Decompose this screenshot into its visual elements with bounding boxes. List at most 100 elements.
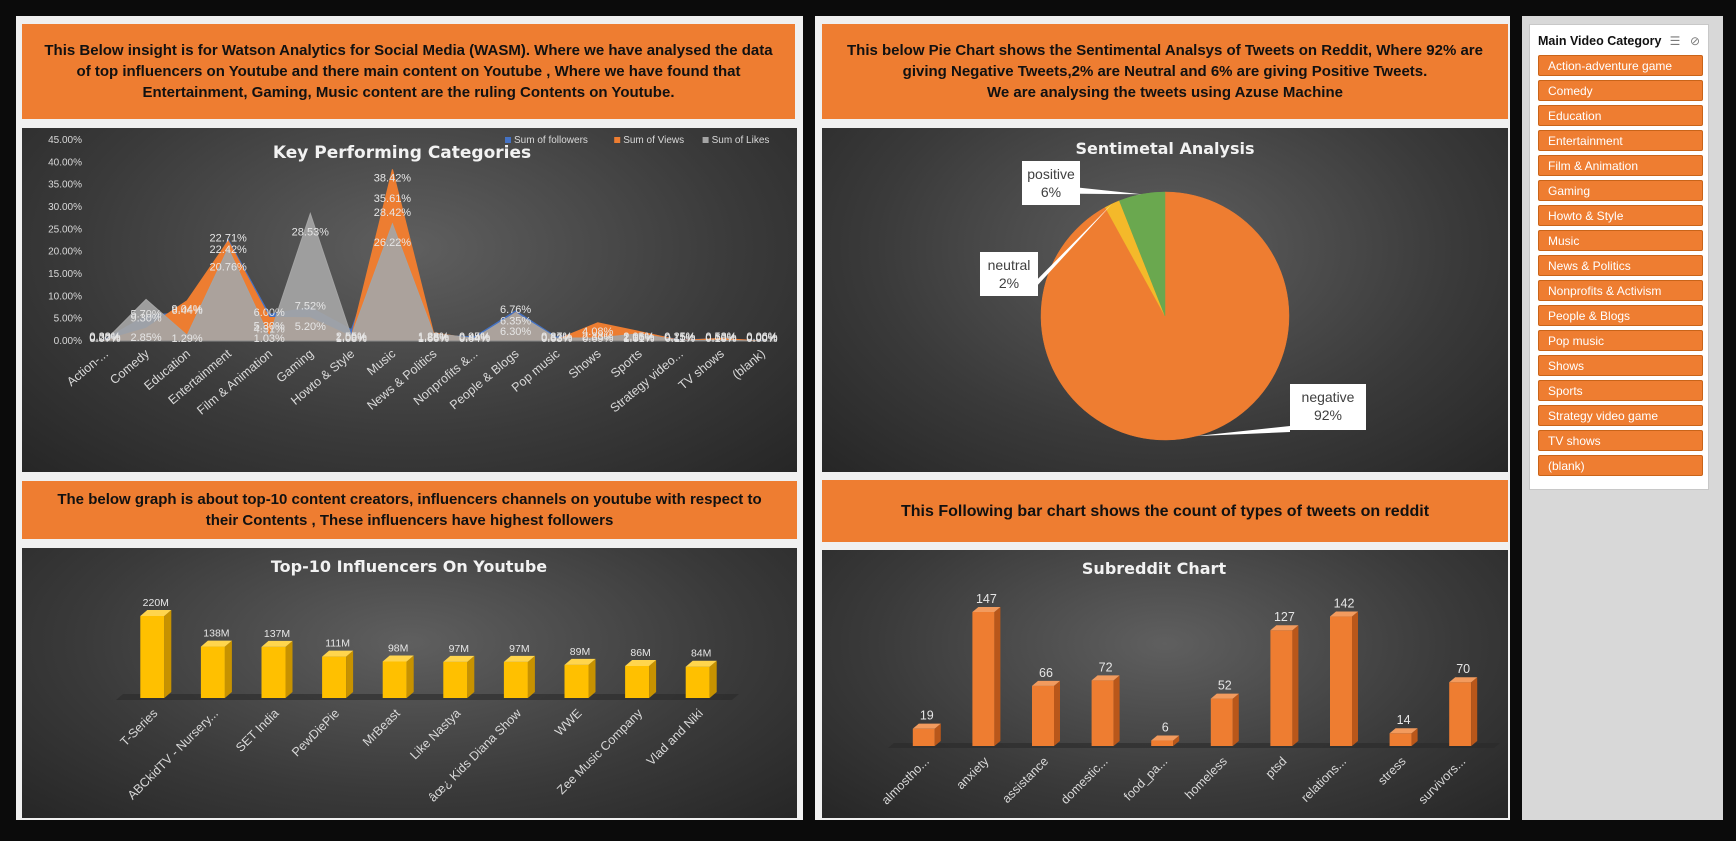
slicer-item[interactable]: News & Politics	[1538, 255, 1703, 276]
slicer-item[interactable]: People & Blogs	[1538, 305, 1703, 326]
influencers-bar-svg: Top-10 Influencers On Youtube 220M T-Serie…	[116, 557, 739, 805]
bar	[503, 661, 528, 698]
bar	[625, 665, 650, 698]
bar-side	[1113, 675, 1120, 746]
x-category-label: Film & Animation	[194, 347, 275, 418]
data-label: 2.55%	[336, 331, 367, 343]
data-label: 0.00%	[746, 332, 777, 344]
data-label: 9.04%	[172, 304, 203, 316]
bar	[1330, 616, 1352, 746]
bar-insight-text: This Following bar chart shows the count…	[822, 480, 1508, 542]
data-label: 70	[1456, 662, 1470, 676]
bar-top	[912, 723, 941, 729]
slice-value-label: 2%	[999, 275, 1019, 291]
data-label: 1.28%	[418, 331, 449, 343]
legend-swatch	[505, 137, 511, 143]
data-label: 0.18%	[705, 333, 736, 345]
bar-top	[564, 658, 596, 665]
x-category-label: Like Nastya	[407, 706, 463, 762]
bar	[443, 661, 468, 698]
sentiment-pie-chart: Sentimetal Analysis negative 92% neutral 2% p…	[822, 128, 1508, 472]
slicer-item[interactable]: Entertainment	[1538, 130, 1703, 151]
data-label: 0.07%	[89, 333, 120, 345]
bar-top	[625, 659, 657, 666]
bar-side	[527, 655, 535, 698]
x-category-label: Music	[364, 347, 398, 379]
wasm-insight-text: This Below insight is for Watson Analyti…	[22, 24, 795, 119]
bar-side	[467, 655, 475, 698]
clear-filter-icon[interactable]: ⊘	[1689, 34, 1701, 48]
area-chart-svg: Key Performing Categories 0.00% 5.00% 10.00…	[48, 135, 778, 418]
data-label: 0.00%	[746, 333, 777, 345]
bar-top	[140, 610, 172, 616]
x-category-label: TV shows	[676, 347, 727, 393]
pie-chart-svg: Sentimetal Analysis negative 92% neutral 2% p…	[980, 139, 1366, 441]
pie-slice-positive	[1119, 191, 1166, 317]
bar-side	[406, 655, 414, 698]
bar-top	[1210, 693, 1239, 699]
x-category-label: PewDiePie	[289, 706, 342, 759]
top10-insight-text: The below graph is about top-10 content …	[22, 481, 797, 539]
slicer-item[interactable]: TV shows	[1538, 430, 1703, 451]
data-label: 19	[920, 709, 934, 723]
top10-influencers-chart: Top-10 Influencers On Youtube 220M T-Serie…	[22, 548, 797, 818]
y-tick-label: 30.00%	[48, 202, 82, 213]
bar-top	[1151, 735, 1180, 741]
slice-name-label: neutral	[988, 257, 1031, 273]
data-label: 26.22%	[374, 237, 412, 249]
x-category-label: MrBeast	[360, 706, 403, 749]
bar	[1091, 680, 1114, 746]
slicer-item[interactable]: Nonprofits & Activism	[1538, 280, 1703, 301]
slicer-item[interactable]: (blank)	[1538, 455, 1703, 476]
data-label: 1.86%	[418, 332, 449, 344]
slicer-item[interactable]: Strategy video game	[1538, 405, 1703, 426]
data-label: 7.52%	[295, 300, 326, 312]
data-label: 86M	[630, 647, 650, 659]
slicer-list: Action-adventure game Comedy Education Ente…	[1538, 55, 1703, 480]
data-label: 2.33%	[582, 331, 613, 343]
bar-side	[346, 650, 354, 698]
legend-entry: Sum of Likes	[712, 135, 770, 146]
legend-swatch	[702, 137, 709, 143]
slicer-item[interactable]: Sports	[1538, 380, 1703, 401]
bar-side	[709, 660, 717, 698]
bar-side	[224, 640, 232, 698]
slice-name-label: positive	[1027, 166, 1075, 182]
slicer-item[interactable]: Music	[1538, 230, 1703, 251]
data-label: 0.63%	[541, 333, 572, 345]
callout-pointer	[1080, 187, 1142, 195]
slicer-item[interactable]: Comedy	[1538, 80, 1703, 101]
x-category-label: domestic...	[1058, 754, 1111, 807]
data-label: 4.08%	[582, 326, 613, 338]
legend-swatch	[614, 137, 621, 143]
bar	[685, 666, 710, 698]
data-label: 89M	[570, 646, 590, 658]
data-label: 147	[976, 592, 997, 606]
slicer-item[interactable]: Gaming	[1538, 180, 1703, 201]
multi-select-icon[interactable]: ☰	[1669, 34, 1681, 48]
slicer-item[interactable]: Film & Animation	[1538, 155, 1703, 176]
bar	[1151, 740, 1174, 746]
data-label: 0.95%	[459, 331, 490, 343]
data-label: 1.29%	[172, 333, 203, 345]
chart-title: Top-10 Influencers On Youtube	[271, 557, 547, 576]
bar-side	[1292, 625, 1299, 746]
bar-side	[1232, 693, 1239, 746]
slicer-item[interactable]: Education	[1538, 105, 1703, 126]
data-label: 66	[1039, 666, 1053, 680]
slicer-item[interactable]: Howto & Style	[1538, 205, 1703, 226]
bar	[140, 616, 165, 698]
slicer-item[interactable]: Pop music	[1538, 330, 1703, 351]
y-tick-label: 45.00%	[48, 135, 82, 146]
data-label: 0.44%	[459, 332, 490, 344]
data-label: 0.20%	[89, 332, 120, 344]
slicer-item[interactable]: Shows	[1538, 355, 1703, 376]
y-tick-label: 35.00%	[48, 180, 82, 191]
data-label: 28.42%	[374, 207, 412, 219]
pie-insight-text: This below Pie Chart shows the Sentiment…	[822, 24, 1508, 119]
bar	[382, 661, 407, 698]
data-label: 0.38%	[89, 331, 120, 343]
bar	[1270, 630, 1293, 746]
data-label: 5.70%	[130, 309, 161, 321]
slicer-item[interactable]: Action-adventure game	[1538, 55, 1703, 76]
